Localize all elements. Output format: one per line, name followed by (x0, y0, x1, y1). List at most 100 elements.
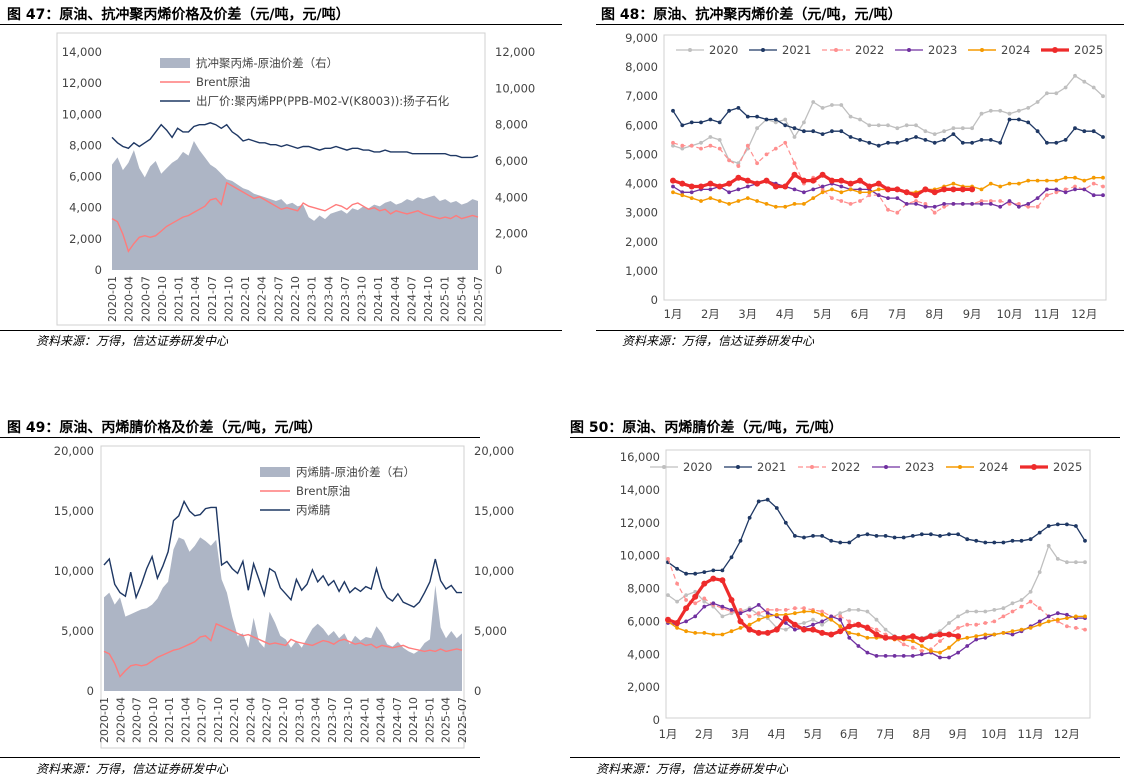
x-tick-label: 2024-07 (391, 697, 404, 743)
series-line-Brent原油 (111, 181, 479, 253)
series-point-2020 (1055, 557, 1060, 561)
y-right-tick-label: 10,000 (495, 81, 535, 95)
y-right-tick-label: 4,000 (495, 190, 528, 204)
series-point-2022 (773, 146, 778, 151)
series-point-2024 (858, 190, 862, 195)
series-point-2022 (1010, 609, 1015, 614)
series-point-2021 (680, 123, 685, 128)
series-point-2025 (927, 633, 934, 640)
x-tick-label: 2021-04 (179, 697, 192, 743)
series-point-2023 (979, 202, 984, 206)
series-point-2024 (820, 190, 825, 195)
series-point-2023 (745, 184, 750, 189)
x-tick-label: 2023-01 (306, 276, 319, 322)
series-point-2020 (1028, 589, 1033, 594)
series-point-2025 (688, 183, 695, 190)
series-point-2024 (1010, 629, 1015, 634)
series-point-2024 (983, 632, 988, 637)
series-point-2023 (858, 187, 862, 192)
series-point-2025 (701, 580, 708, 587)
x-tick-label: 2021-01 (173, 276, 186, 322)
series-point-2024 (745, 196, 750, 201)
series-point-2020 (858, 117, 862, 122)
series-point-2024 (727, 202, 731, 206)
series-point-2025 (873, 631, 880, 638)
series-point-2025 (847, 180, 854, 187)
series-point-2021 (727, 108, 731, 113)
legend-label: Brent原油 (196, 75, 250, 89)
series-point-2020 (1082, 79, 1087, 84)
x-tick-label: 2022-10 (289, 276, 302, 322)
y-tick-label: 16,000 (620, 450, 660, 464)
series-point-2024 (1065, 616, 1069, 620)
legend-marker (662, 465, 666, 469)
series-point-2024 (1028, 626, 1033, 630)
series-point-2024 (675, 626, 679, 630)
x-tick-label: 2月 (695, 727, 714, 741)
series-point-2020 (965, 609, 970, 614)
series-point-2025 (900, 634, 907, 641)
series-point-2024 (802, 202, 806, 206)
series-point-2024 (865, 635, 870, 640)
series-point-2020 (839, 103, 844, 107)
series-point-2021 (802, 129, 806, 134)
series-point-2025 (810, 626, 816, 633)
series-point-2025 (772, 183, 779, 190)
series-point-2024 (738, 626, 743, 630)
y-left-tick-label: 20,000 (54, 444, 94, 458)
figure47-source-rule (0, 330, 562, 331)
series-point-2023 (951, 202, 956, 206)
series-point-2023 (765, 611, 770, 616)
series-point-2021 (756, 499, 761, 504)
series-line-丙烯腈 (103, 499, 462, 608)
series-line-2023 (672, 179, 1103, 208)
x-tick-label: 2022-07 (272, 276, 285, 322)
x-tick-label: 2024-07 (405, 276, 418, 322)
series-point-2021 (1055, 522, 1060, 527)
series-point-2024 (1074, 614, 1078, 619)
series-point-2023 (1035, 196, 1040, 201)
plot-frame (665, 449, 1091, 719)
series-point-2023 (1007, 199, 1012, 203)
series-point-2020 (755, 126, 759, 131)
series-point-2021 (983, 540, 988, 545)
x-tick-label: 2020-04 (123, 276, 136, 322)
series-point-2024 (702, 631, 707, 635)
series-point-2021 (904, 138, 909, 142)
series-point-2020 (914, 123, 918, 128)
series-point-2021 (1037, 530, 1042, 535)
series-point-2022 (736, 164, 741, 169)
series-point-2020 (886, 123, 890, 128)
series-point-2024 (680, 193, 685, 198)
series-point-2024 (839, 190, 844, 195)
series-point-2024 (1082, 178, 1087, 183)
x-tick-label: 6月 (851, 307, 870, 321)
series-point-2021 (956, 532, 960, 537)
series-point-2025 (679, 180, 686, 187)
series-point-2020 (1046, 543, 1051, 548)
series-point-2022 (974, 622, 979, 627)
figure50-chart: 0 2,000 4,000 6,000 8,000 10,000 12,000 14,000 1… (620, 449, 1091, 741)
series-point-2020 (856, 608, 861, 612)
series-point-2023 (1046, 614, 1051, 619)
series-point-2024 (684, 629, 688, 634)
series-point-2024 (856, 632, 861, 637)
series-point-2024 (938, 650, 942, 655)
y-left-tick-label: 0 (87, 684, 94, 698)
series-point-2024 (802, 609, 806, 614)
x-tick-label: 2022-01 (228, 697, 241, 743)
legend-marker (884, 465, 888, 469)
series-point-2022 (1054, 190, 1059, 195)
series-point-2025 (810, 177, 817, 184)
series-point-2022 (745, 143, 750, 148)
plot-frame (663, 34, 1107, 301)
series-point-2024 (838, 624, 843, 629)
y-tick-label: 7,000 (625, 89, 658, 103)
series-point-2024 (792, 202, 797, 206)
series-point-2021 (1019, 538, 1024, 543)
x-tick-label: 10月 (981, 727, 1007, 741)
series-point-2022 (886, 207, 890, 212)
series-point-2023 (914, 202, 918, 206)
series-point-2020 (988, 108, 993, 113)
legend-label: 丙烯腈-原油价差（右） (296, 465, 415, 479)
